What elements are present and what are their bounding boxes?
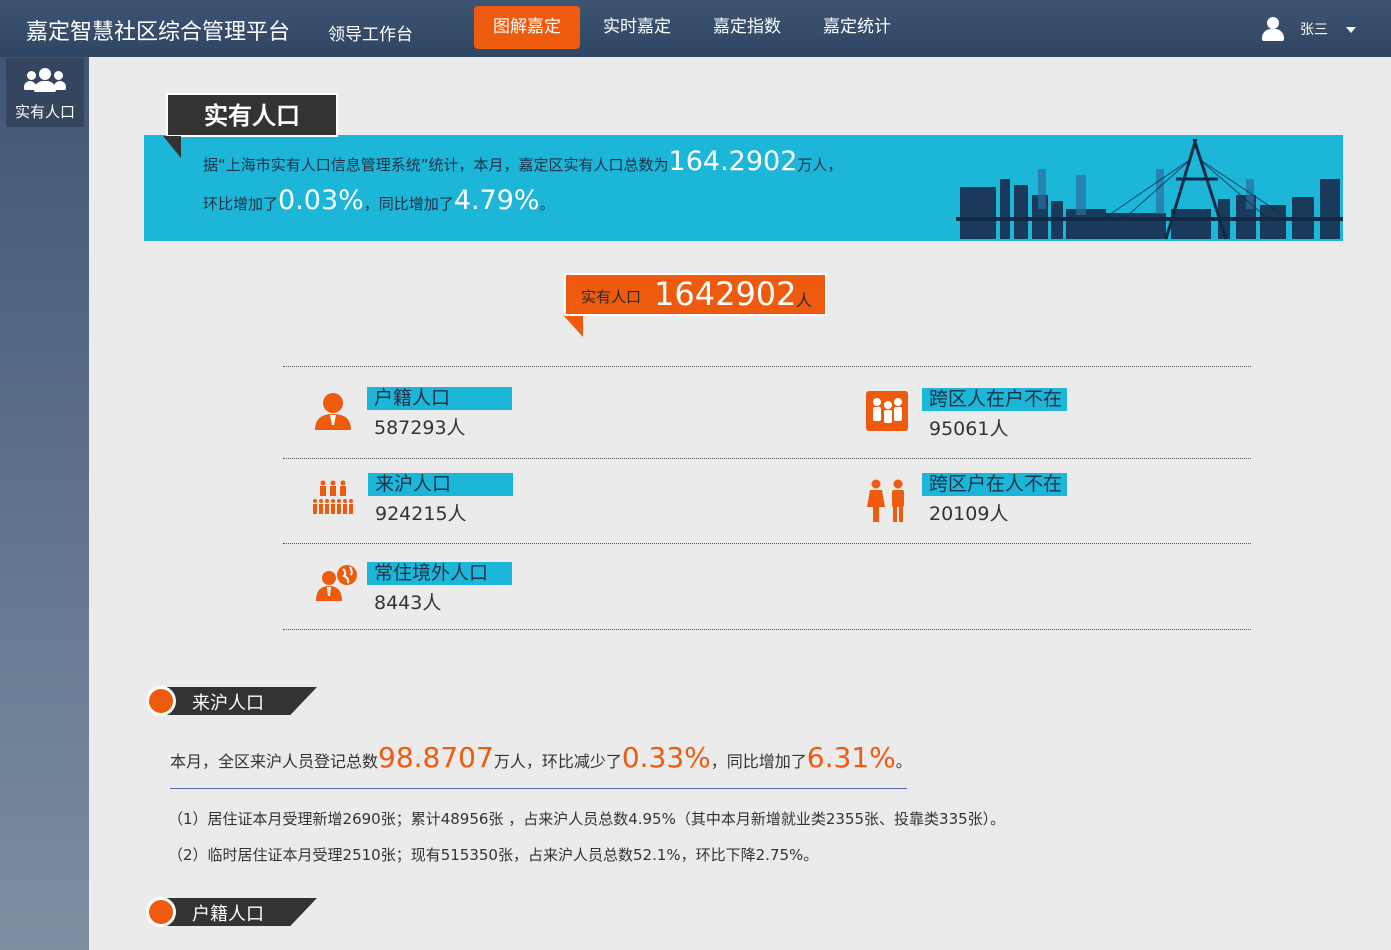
migrant-yoy: 6.31% [806, 741, 896, 774]
migrant-summary: 本月，全区来沪人员登记总数98.8707万人，环比减少了0.33%，同比增加了6… [170, 741, 912, 774]
banner-line1-text: 据“上海市实有人口信息管理系统”统计，本月，嘉定区实有人口总数为 [203, 156, 669, 174]
city-skyline-illustration [956, 139, 1343, 240]
total-population-badge: 实有人口 1642902 人 [564, 273, 827, 316]
app-title: 嘉定智慧社区综合管理平台 [26, 20, 291, 45]
crowd-icon [313, 480, 353, 514]
total-label: 实有人口 [581, 288, 642, 306]
stat-value: 587293人 [374, 417, 466, 439]
banner-line2-mid: ，同比增加了 [363, 195, 454, 213]
divider [283, 629, 1251, 630]
summary-text: 本月，全区来沪人员登记总数 [170, 752, 379, 771]
chevron-down-icon[interactable] [1346, 27, 1356, 33]
sidebar: 实有人口 [0, 57, 89, 950]
banner-mom: 0.03% [278, 185, 364, 216]
user-icon [1262, 17, 1284, 41]
summary-banner: 据“上海市实有人口信息管理系统”统计，本月，嘉定区实有人口总数为164.2902… [144, 135, 1343, 241]
divider [283, 458, 1251, 459]
nav-tab-illustrated[interactable]: 图解嘉定 [474, 6, 580, 49]
stat-label: 跨区户在人不在 [922, 473, 1067, 496]
user-menu[interactable]: 张三 [1262, 16, 1356, 42]
stat-label: 来沪人口 [368, 473, 513, 496]
nav-tab-index[interactable]: 嘉定指数 [713, 17, 781, 37]
page-title-tail [163, 136, 181, 158]
nav-tab-statistics[interactable]: 嘉定统计 [823, 17, 891, 37]
stat-value: 20109人 [929, 503, 1009, 525]
section-heading-text: 来沪人口 [192, 693, 264, 714]
total-unit: 人 [796, 291, 813, 310]
stat-label: 户籍人口 [367, 387, 512, 410]
section-bullet-icon [146, 897, 176, 927]
globe-person-icon [316, 565, 357, 601]
stat-label: 常住境外人口 [367, 562, 512, 585]
stat-label: 跨区人在户不在 [922, 388, 1067, 411]
divider [283, 366, 1251, 367]
top-bar: 嘉定智慧社区综合管理平台 领导工作台 图解嘉定 实时嘉定 嘉定指数 嘉定统计 张… [0, 0, 1391, 57]
person-icon [315, 393, 351, 430]
stat-value: 95061人 [929, 418, 1009, 440]
summary-text: ，同比增加了 [710, 752, 807, 771]
stat-value: 924215人 [375, 503, 467, 525]
sidebar-item-population[interactable]: 实有人口 [6, 58, 84, 127]
summary-underline [170, 788, 907, 789]
banner-yoy: 4.79% [453, 185, 540, 216]
banner-line2-text: 环比增加了 [203, 195, 279, 213]
migrant-mom: 0.33% [621, 741, 711, 774]
sidebar-item-label: 实有人口 [14, 103, 75, 121]
summary-text: 万人，环比减少了 [493, 752, 622, 771]
section-heading-registered: 户籍人口 [146, 897, 318, 927]
page-title: 实有人口 [166, 93, 338, 137]
summary-text: 。 [895, 752, 912, 771]
user-name: 张三 [1300, 22, 1328, 38]
people-icon [24, 68, 66, 92]
section-bullet-icon [146, 686, 176, 716]
divider [283, 543, 1251, 544]
couple-icon [867, 479, 904, 522]
total-value: 1642902 [654, 275, 797, 313]
main-nav: 图解嘉定 实时嘉定 嘉定指数 嘉定统计 [474, 6, 914, 49]
temporary-permit-paragraph: （2）临时居住证本月受理2510张；现有515350张，占来沪人员总数52.1%… [168, 846, 819, 864]
nav-tab-realtime[interactable]: 实时嘉定 [603, 17, 671, 37]
banner-total: 164.2902 [668, 146, 798, 177]
total-badge-tail [563, 315, 583, 337]
residence-permit-paragraph: （1）居住证本月受理新增2690张；累计48956张 ，占来沪人员总数4.95%… [168, 810, 1006, 828]
section-heading-migrant: 来沪人口 [146, 686, 318, 716]
migrant-total: 98.8707 [378, 741, 494, 774]
stat-value: 8443人 [374, 592, 442, 614]
family-icon [866, 391, 908, 431]
banner-line2-end: 。 [539, 195, 555, 213]
banner-line1-unit: 万人， [797, 156, 843, 174]
section-heading-text: 户籍人口 [192, 904, 264, 925]
banner-text: 据“上海市实有人口信息管理系统”统计，本月，嘉定区实有人口总数为164.2902… [203, 144, 842, 222]
app-subtitle: 领导工作台 [328, 25, 413, 45]
